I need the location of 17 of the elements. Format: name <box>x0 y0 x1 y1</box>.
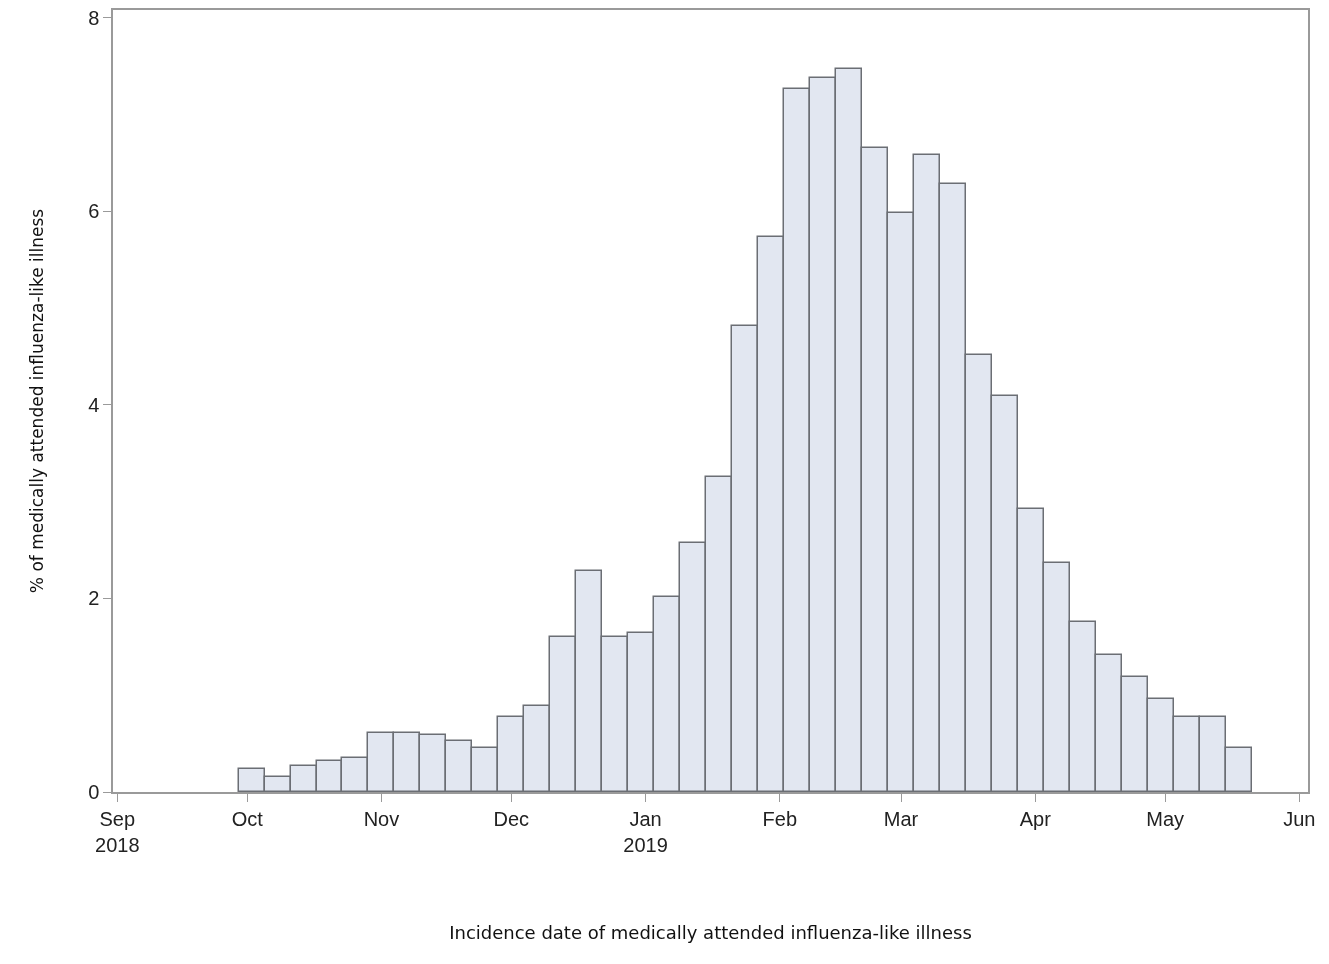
x-axis-title: Incidence date of medically attended influenza-like illness <box>449 922 972 944</box>
x-tick-label: Feb <box>762 807 798 830</box>
x-tick-label: Nov <box>363 807 400 830</box>
x-tick-label: May <box>1146 807 1185 830</box>
x-tick-label: Oct <box>231 807 264 830</box>
x-tick-label: Mar <box>883 807 919 830</box>
x-tick-label: Dec <box>493 807 530 830</box>
y-tick-label: 2 <box>88 587 100 610</box>
y-tick-label: 0 <box>88 781 100 803</box>
x-tick-label: Sep 2018 <box>95 807 140 856</box>
y-tick-label: 6 <box>88 200 100 223</box>
y-axis-title: % of medically attended influenza-like illness <box>27 208 48 594</box>
x-tick-label: Apr <box>1019 807 1052 830</box>
y-tick-label: 4 <box>88 393 100 416</box>
y-tick-label: 8 <box>88 6 100 29</box>
x-tick-label: Jun <box>1283 807 1316 830</box>
x-tick-label: Jan 2019 <box>623 807 668 856</box>
